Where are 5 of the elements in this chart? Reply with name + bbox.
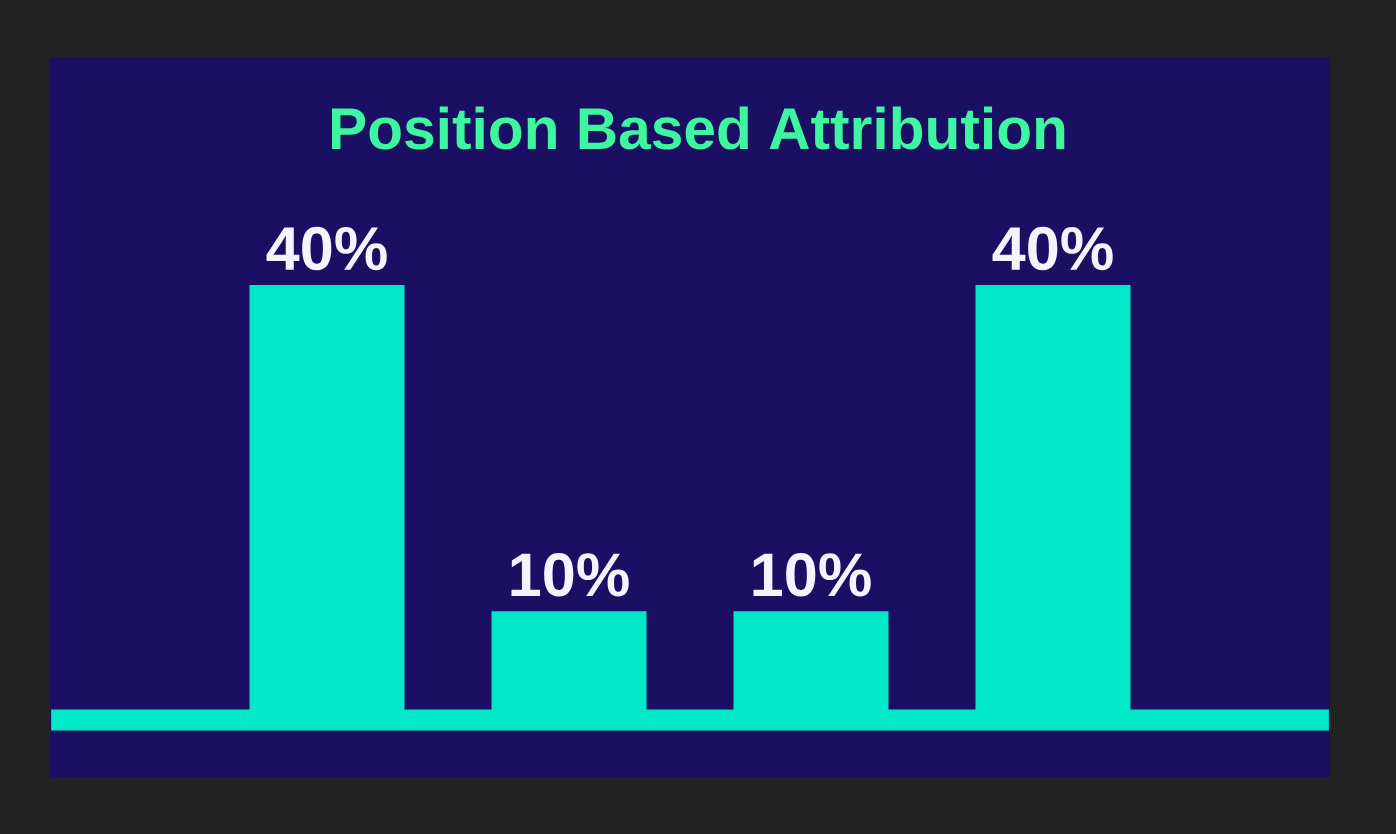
- data-label: 10%: [753, 553, 871, 597]
- data-label: 40%: [992, 226, 1113, 271]
- data-label: 10%: [511, 553, 629, 597]
- data-label: 40%: [266, 226, 387, 271]
- chart-title: Position Based Attribution: [332, 106, 1065, 150]
